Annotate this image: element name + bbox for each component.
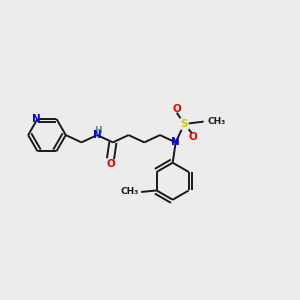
Text: O: O [172,104,181,114]
Text: O: O [189,132,198,142]
Text: CH₃: CH₃ [207,117,226,126]
Text: S: S [181,119,188,129]
Text: H: H [94,126,102,135]
Text: CH₃: CH₃ [121,188,139,196]
Text: N: N [32,114,40,124]
Text: N: N [93,130,102,140]
Text: O: O [106,159,115,169]
Text: N: N [171,137,180,147]
